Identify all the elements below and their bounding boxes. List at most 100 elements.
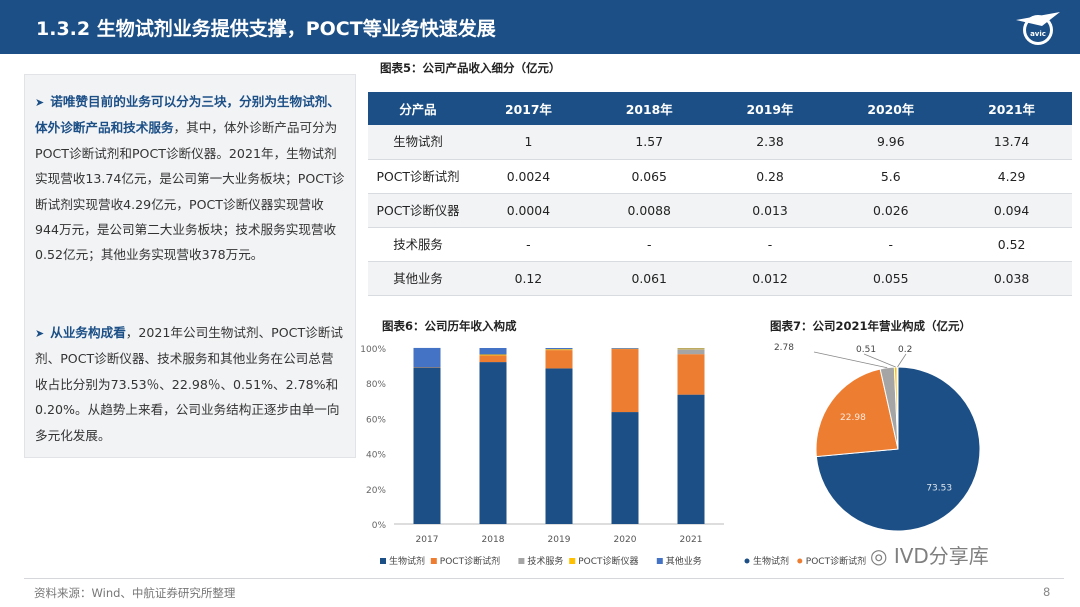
table-cell: 0.012 <box>709 261 831 296</box>
bar-segment <box>545 348 573 350</box>
paragraph-1-highlight: 诺唯赞目前的业务可以分为三块，分别为生物试剂、体外诊断产品和技术服务 <box>35 94 340 136</box>
table-cell: 技术服务 <box>368 227 468 262</box>
table-header-cell: 2017年 <box>468 92 589 125</box>
table-header-cell: 2020年 <box>830 92 952 125</box>
legend-label: 生物试剂 <box>389 555 425 567</box>
legend-swatch <box>430 558 437 564</box>
pie-data-label: 0.51 <box>856 345 876 355</box>
table-cell: 0.055 <box>830 261 952 296</box>
bar-segment <box>677 348 705 350</box>
summary-box: ➤ 诺唯赞目前的业务可以分为三块，分别为生物试剂、体外诊断产品和技术服务，其中，体… <box>24 74 356 458</box>
footer-divider <box>24 578 1064 579</box>
pie-leader-line <box>863 353 896 368</box>
table-cell: 0.013 <box>709 193 831 228</box>
table-cell: 0.0004 <box>468 193 589 228</box>
table-cell: 0.0088 <box>588 193 710 228</box>
table-cell: 0.065 <box>588 159 710 194</box>
table-cell: POCT诊断仪器 <box>368 193 468 228</box>
table-cell: - <box>830 227 952 262</box>
paragraph-2-text: ，2021年公司生物试剂、POCT诊断试剂、POCT诊断仪器、技术服务和其他业务… <box>35 325 343 443</box>
table-cell: POCT诊断试剂 <box>368 159 468 194</box>
table-cell: 2.38 <box>709 125 831 160</box>
pie-leader-line <box>897 353 907 368</box>
bar-segment <box>611 412 639 524</box>
table-cell: 1 <box>468 125 589 160</box>
summary-paragraph-1: ➤ 诺唯赞目前的业务可以分为三块，分别为生物试剂、体外诊断产品和技术服务，其中，体… <box>35 89 345 268</box>
bar-segment <box>545 349 573 351</box>
bar-segment <box>413 347 441 368</box>
legend-swatch <box>518 558 525 564</box>
page-number: 8 <box>1043 585 1051 599</box>
pie-slice <box>815 368 899 458</box>
table-cell: - <box>468 227 589 262</box>
source-note: 资料来源：Wind、中航证券研究所整理 <box>34 586 236 600</box>
y-tick-label: 20% <box>366 486 386 496</box>
table-row: POCT诊断试剂 0.0024 0.065 0.28 5.6 4.29 <box>368 159 1072 194</box>
revenue-table: 分产品 2017年 2018年 2019年 2020年 2021年 生物试剂 1… <box>368 92 1072 296</box>
table-cell: 4.29 <box>951 159 1072 194</box>
table-cell: - <box>588 227 710 262</box>
table-header-row: 分产品 2017年 2018年 2019年 2020年 2021年 <box>368 92 1072 125</box>
bar-segment <box>479 362 507 524</box>
table-row: POCT诊断仪器 0.0004 0.0088 0.013 0.026 0.094 <box>368 193 1072 228</box>
bar-segment <box>677 354 705 395</box>
table-header-cell: 分产品 <box>368 92 468 125</box>
table-row: 技术服务 - - - - 0.52 <box>368 227 1072 262</box>
paragraph-1-text: ，其中，体外诊断产品可分为POCT诊断试剂和POCT诊断仪器。2021年，生物试… <box>35 120 345 263</box>
legend-swatch <box>797 558 803 564</box>
bar-segment <box>611 348 639 349</box>
x-tick-label: 2017 <box>416 535 439 545</box>
bar-segment <box>479 355 507 363</box>
x-tick-label: 2021 <box>680 535 703 545</box>
y-tick-label: 80% <box>366 380 386 390</box>
legend-swatch <box>656 558 663 564</box>
revenue-composition-bar-chart: 0% 20% 40% 60% 80% 100% 2017 2018 2019 2020 2021 生物… <box>360 345 724 567</box>
table-cell: 0.12 <box>468 261 589 296</box>
summary-paragraph-2: ➤ 从业务构成看，2021年公司生物试剂、POCT诊断试剂、POCT诊断仪器、技术… <box>35 320 345 448</box>
bar-segment <box>479 354 507 356</box>
table-cell: 0.061 <box>588 261 710 296</box>
table-cell: 生物试剂 <box>368 125 468 160</box>
table-caption: 图表5：公司产品收入细分（亿元） <box>380 61 561 75</box>
bar-segment <box>677 394 705 524</box>
legend-label: 生物试剂 <box>753 555 789 567</box>
y-tick-label: 0% <box>372 521 387 531</box>
legend-label: 其他业务 <box>666 555 702 567</box>
table-header-cell: 2019年 <box>709 92 831 125</box>
bar-segment <box>611 349 639 413</box>
legend-label: 技术服务 <box>527 555 563 567</box>
pie-data-label: 73.53 <box>926 484 952 494</box>
bar-chart-caption: 图表6：公司历年收入构成 <box>382 319 517 333</box>
y-tick-label: 40% <box>366 451 386 461</box>
pie-leader-line <box>813 351 888 369</box>
x-tick-label: 2019 <box>548 535 571 545</box>
table-cell: 5.6 <box>830 159 952 194</box>
y-tick-label: 100% <box>360 345 386 355</box>
bar-segment <box>413 367 441 524</box>
table-cell: - <box>709 227 831 262</box>
wechat-watermark: ◎ IVD分享库 <box>870 540 989 569</box>
table-row: 生物试剂 1 1.57 2.38 9.96 13.74 <box>368 125 1072 160</box>
pie-chart-caption: 图表7：公司2021年营业构成（亿元） <box>770 319 972 333</box>
legend-label: POCT诊断试剂 <box>806 555 866 567</box>
legend-swatch <box>744 558 750 564</box>
table-cell: 0.0024 <box>468 159 589 194</box>
revenue-2021-pie-chart: 73.53 22.98 2.78 0.51 0.2 生物试剂 POCT诊断试剂 <box>744 343 981 567</box>
bar-segment <box>545 368 573 524</box>
bar-segment <box>545 350 573 369</box>
y-tick-label: 60% <box>366 415 386 425</box>
legend-swatch <box>569 558 576 564</box>
table-header-cell: 2021年 <box>951 92 1072 125</box>
table-cell: 13.74 <box>951 125 1072 160</box>
legend-swatch <box>380 558 386 564</box>
bar-segment <box>479 348 507 355</box>
table-cell: 0.52 <box>951 227 1072 262</box>
page-title: 1.3.2 生物试剂业务提供支撑，POCT等业务快速发展 <box>36 18 496 40</box>
x-tick-label: 2018 <box>482 535 505 545</box>
avic-logo-icon: avic <box>1016 12 1060 45</box>
pie-data-label: 0.2 <box>898 345 912 355</box>
pie-data-label: 22.98 <box>840 413 866 423</box>
table-cell: 0.094 <box>951 193 1072 228</box>
pie-data-label: 2.78 <box>774 343 794 353</box>
table-header-cell: 2018年 <box>588 92 710 125</box>
